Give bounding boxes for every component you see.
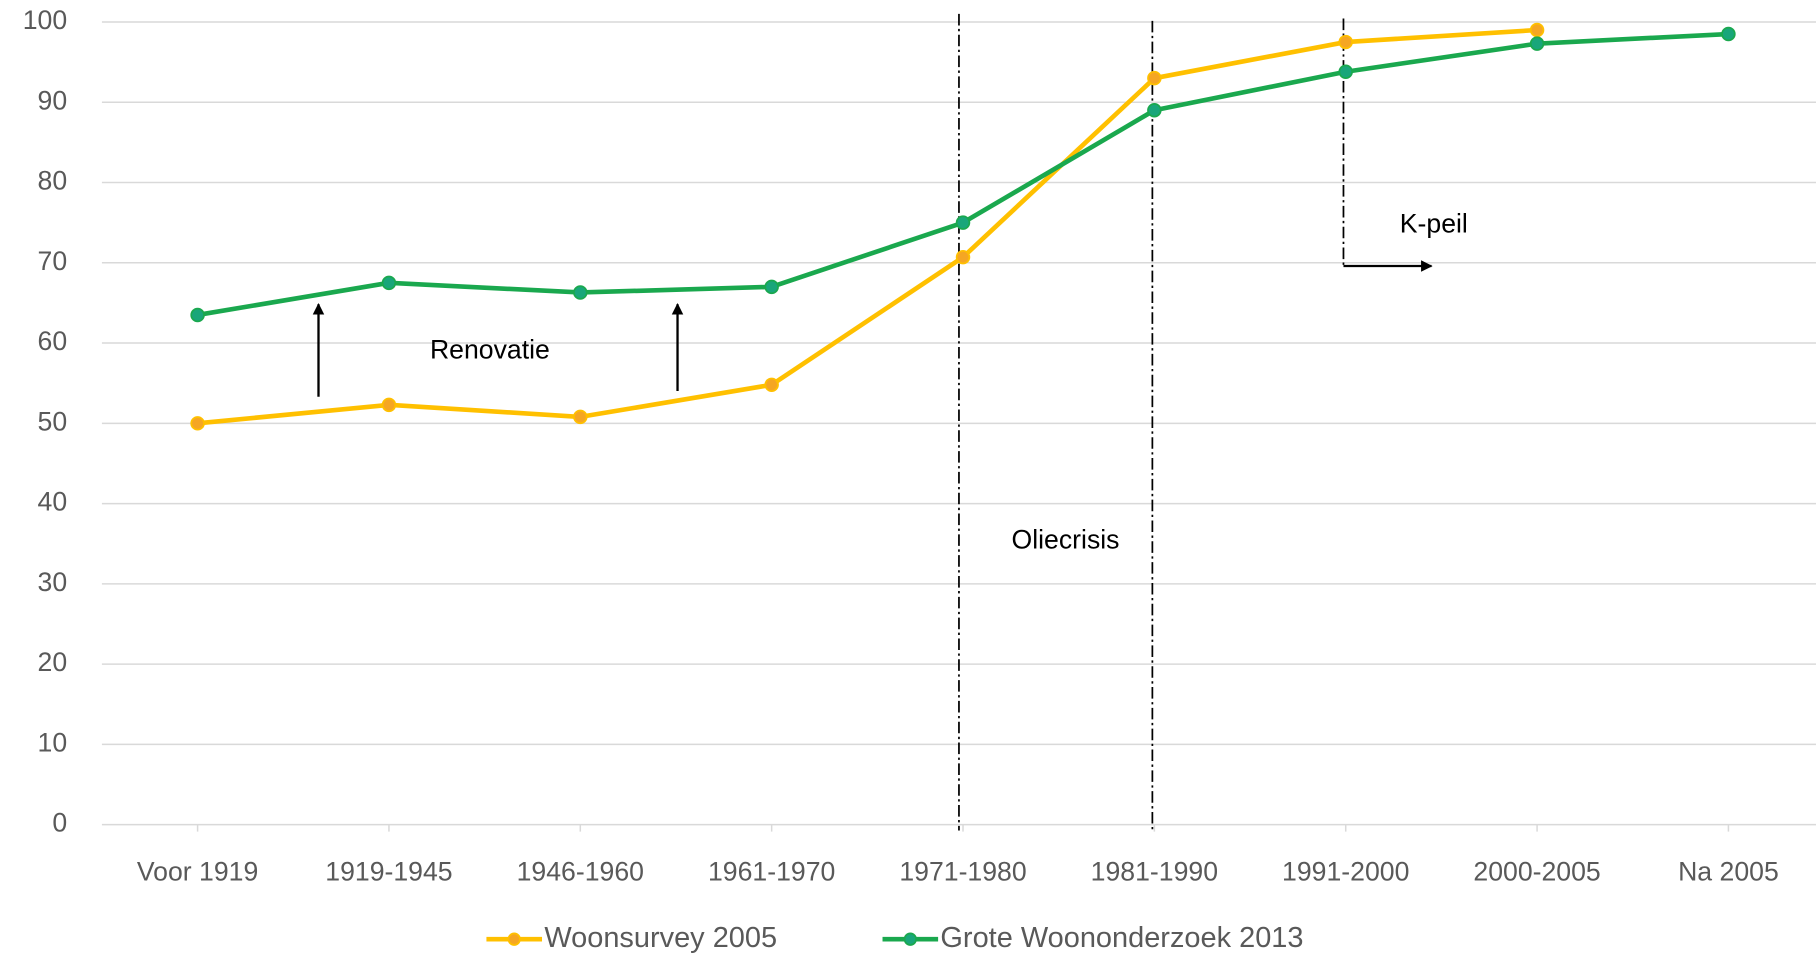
y-tick-label: 100 xyxy=(23,5,67,35)
point xyxy=(955,215,971,230)
point xyxy=(381,397,397,413)
y-tick-label: 90 xyxy=(38,85,68,115)
annotation-lines xyxy=(312,13,1433,831)
annotation: K-peil xyxy=(1400,209,1468,239)
point xyxy=(190,307,205,323)
point xyxy=(573,285,588,300)
x-tick-label: 1961-1970 xyxy=(708,856,835,886)
annotation: Renovatie xyxy=(430,335,550,365)
point xyxy=(1721,26,1736,42)
x-tick-label: Na 2005 xyxy=(1678,856,1779,886)
y-tick-label: 0 xyxy=(52,808,67,838)
x-tick-label: 1991-2000 xyxy=(1282,856,1409,886)
legend-marker xyxy=(903,932,917,946)
series-line xyxy=(197,27,1538,426)
point xyxy=(1147,103,1162,118)
grid xyxy=(101,21,1816,832)
x-tick-label: 1971-1980 xyxy=(899,856,1026,886)
x-tick-label: 1919-1945 xyxy=(325,856,452,886)
point xyxy=(1529,22,1545,38)
y-tick-label: 70 xyxy=(38,246,68,276)
x-tick-label: 1946-1960 xyxy=(517,856,644,886)
annotation: Oliecrisis xyxy=(1012,524,1120,554)
y-tick-label: 20 xyxy=(38,647,68,677)
y-tick-label: 50 xyxy=(38,406,68,436)
y-tick-label: 10 xyxy=(38,727,68,757)
legend-label: Grote Woononderzoek 2013 xyxy=(940,922,1303,954)
y-tick-label: 60 xyxy=(38,326,68,356)
legend-marker xyxy=(507,932,521,946)
point xyxy=(190,416,205,431)
point xyxy=(955,249,971,265)
point xyxy=(1338,64,1353,79)
x-tick-label: 2000-2005 xyxy=(1473,856,1600,886)
point xyxy=(381,275,397,291)
point xyxy=(573,409,588,425)
y-tick-label: 80 xyxy=(38,166,68,196)
y-tick-label: 40 xyxy=(38,487,68,517)
series-line xyxy=(197,31,1729,318)
point xyxy=(764,279,779,295)
x-tick-label: Voor 1919 xyxy=(137,856,258,886)
point xyxy=(1147,70,1162,86)
y-tick-label: 30 xyxy=(38,567,68,597)
point xyxy=(764,377,779,393)
x-tick-label: 1981-1990 xyxy=(1091,856,1218,886)
point xyxy=(1338,34,1353,50)
legend-label: Woonsurvey 2005 xyxy=(544,922,777,954)
point xyxy=(1529,36,1545,51)
